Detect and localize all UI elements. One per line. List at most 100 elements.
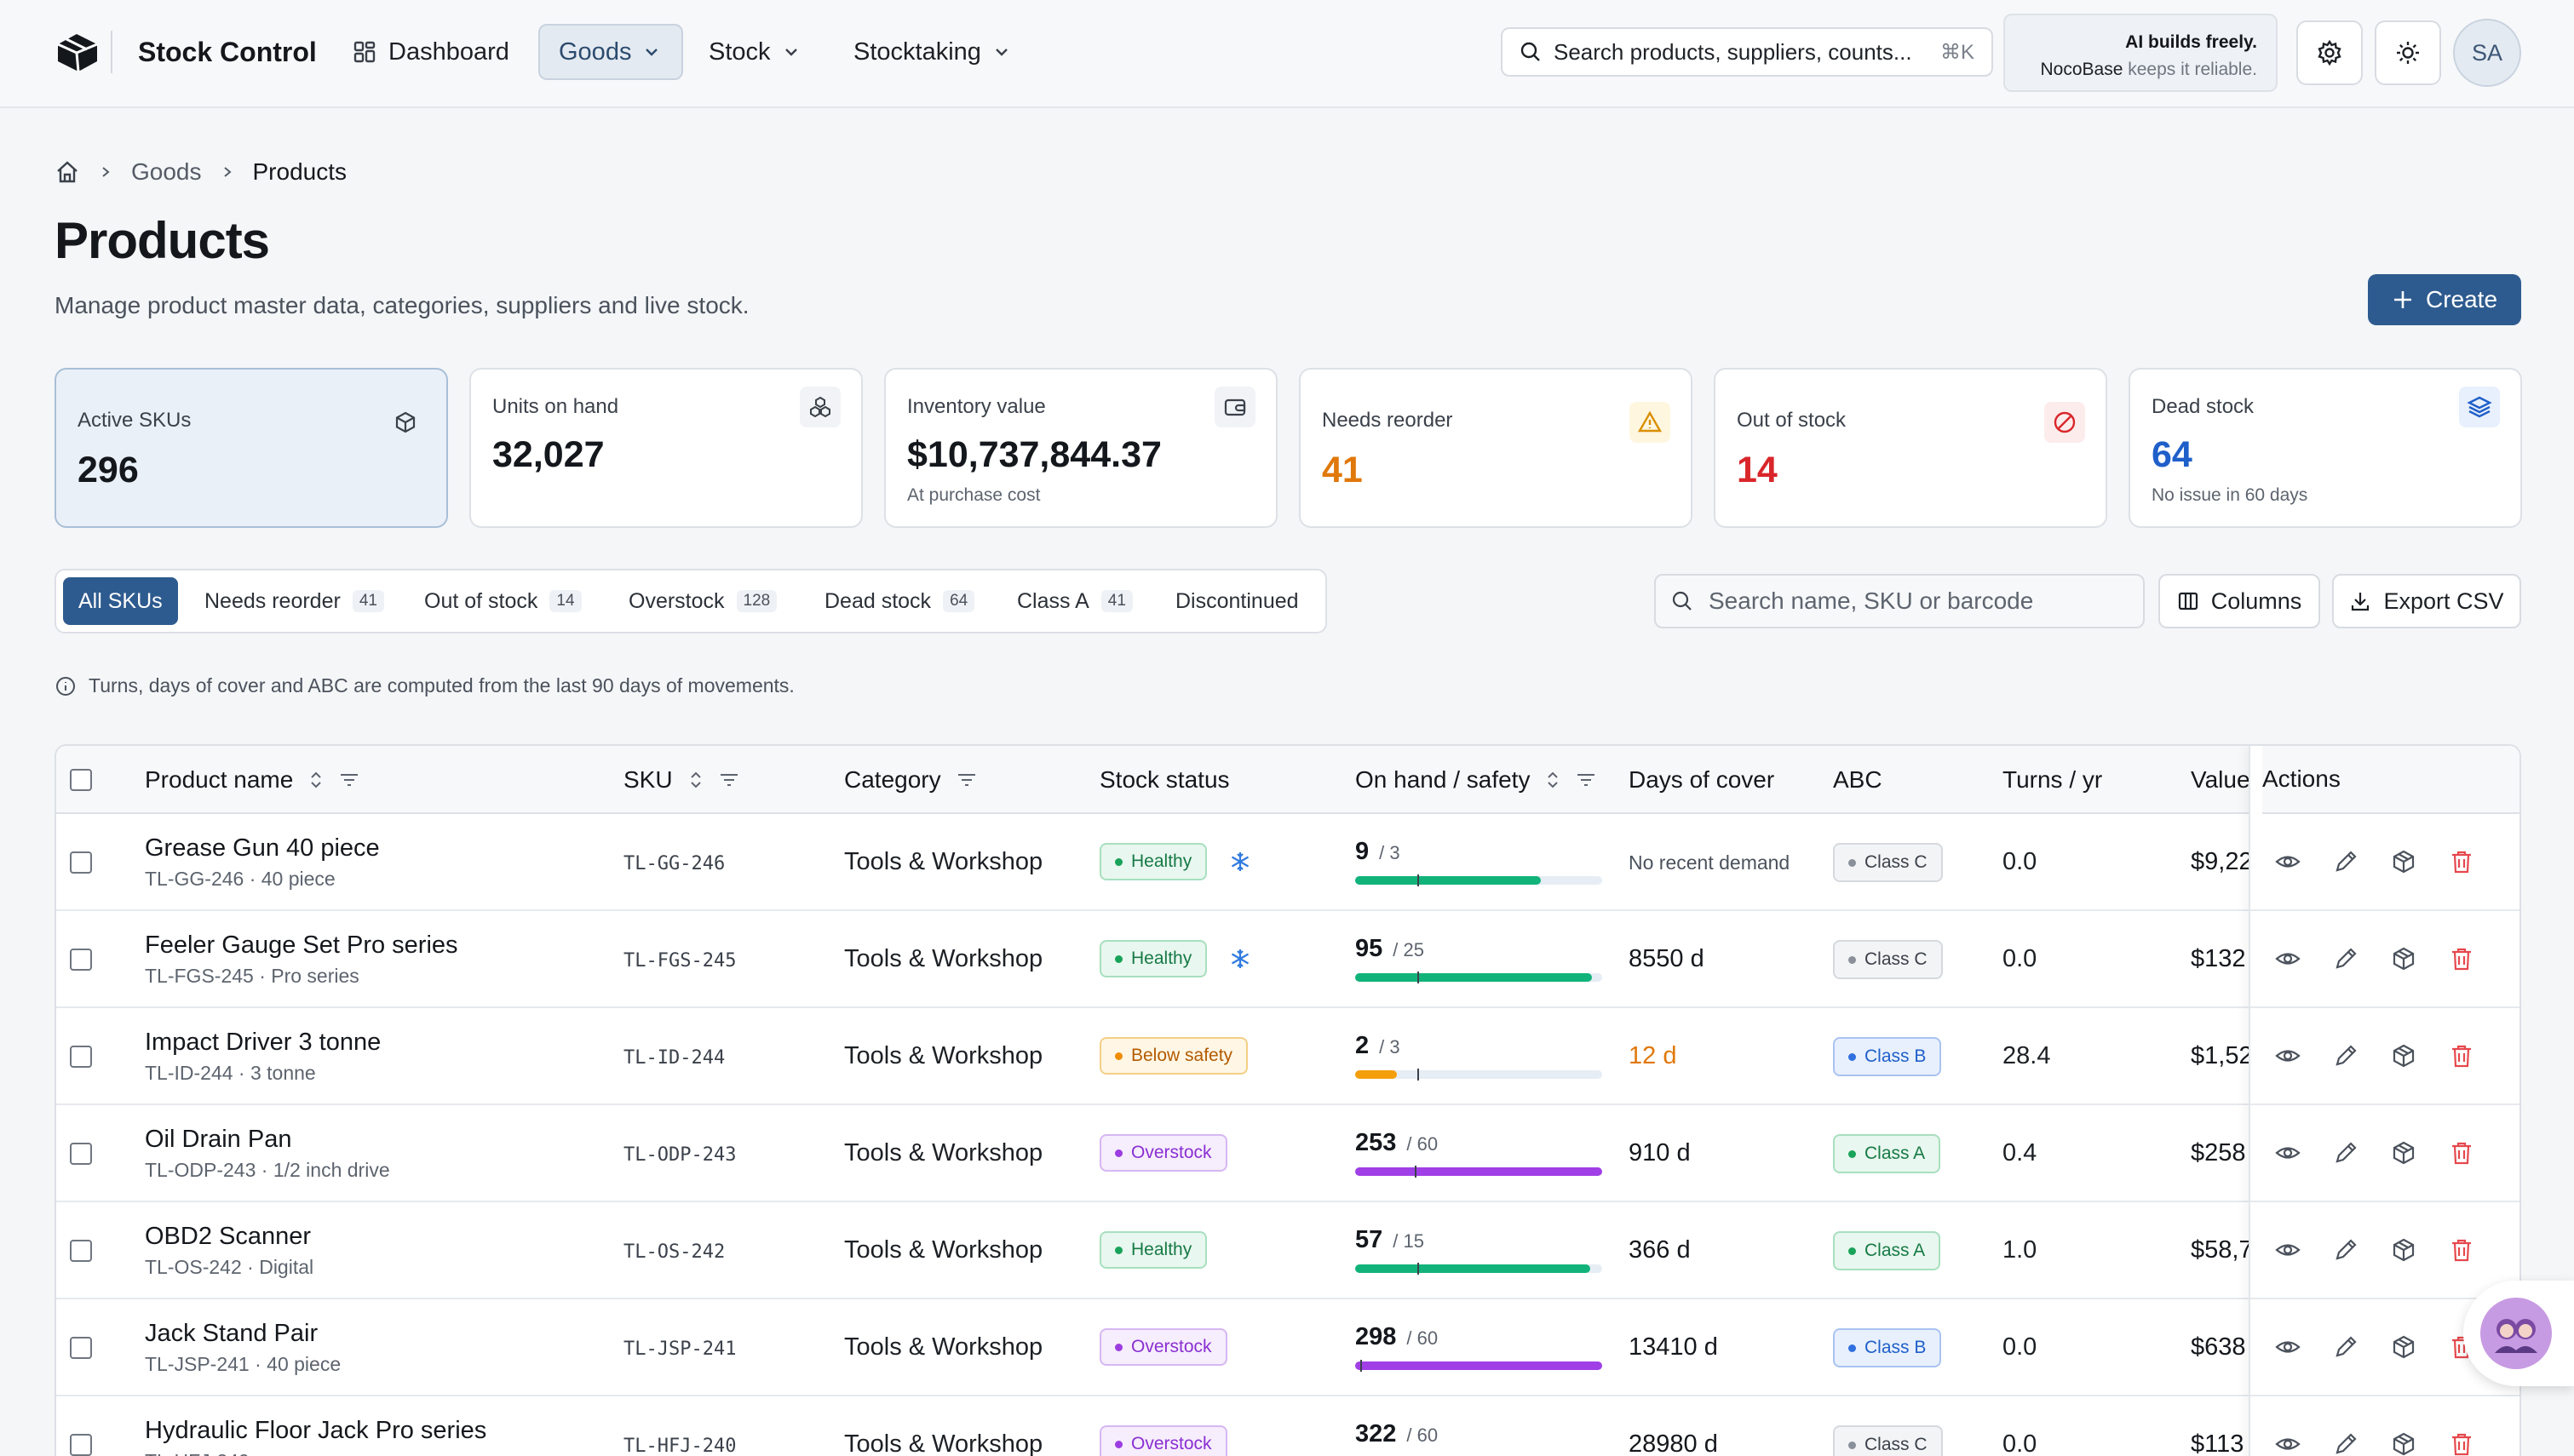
package-adjust-icon[interactable]	[2388, 846, 2419, 877]
delete-icon[interactable]	[2446, 1235, 2477, 1265]
theme-toggle-button[interactable]	[2375, 20, 2441, 85]
checkbox[interactable]	[70, 1143, 92, 1165]
product-name[interactable]: Grease Gun 40 piece	[145, 834, 380, 862]
filter-icon[interactable]	[1576, 771, 1596, 788]
delete-icon[interactable]	[2446, 943, 2477, 974]
view-icon[interactable]	[2272, 943, 2303, 974]
checkbox[interactable]	[70, 1240, 92, 1262]
checkbox[interactable]	[70, 1337, 92, 1359]
filter-needs-reorder[interactable]: Needs reorder 41	[189, 577, 399, 625]
stat-card-active-skus[interactable]: Active SKUs 296	[55, 368, 448, 528]
delete-icon[interactable]	[2446, 1332, 2477, 1362]
package-adjust-icon[interactable]	[2388, 1138, 2419, 1168]
columns-button[interactable]: Columns	[2158, 574, 2320, 628]
checkbox[interactable]	[70, 851, 92, 874]
product-name-cell[interactable]: Jack Stand Pair TL-JSP-241 · 40 piece	[145, 1320, 341, 1376]
export-csv-button[interactable]: Export CSV	[2332, 574, 2521, 628]
column-header-name[interactable]: Product name	[145, 746, 359, 814]
user-avatar[interactable]: SA	[2453, 19, 2521, 87]
column-header-on-hand[interactable]: On hand / safety	[1355, 746, 1596, 814]
column-header-category[interactable]: Category	[844, 746, 977, 814]
edit-icon[interactable]	[2330, 1040, 2361, 1071]
row-checkbox[interactable]	[70, 851, 92, 874]
filter-overstock[interactable]: Overstock 128	[613, 577, 792, 625]
nav-dashboard[interactable]: Dashboard	[334, 24, 528, 80]
table-row[interactable]: OBD2 Scanner TL-OS-242 · Digital TL-OS-2…	[56, 1202, 2519, 1299]
package-adjust-icon[interactable]	[2388, 1429, 2419, 1456]
view-icon[interactable]	[2272, 1040, 2303, 1071]
nav-goods[interactable]: Goods	[538, 24, 683, 80]
nav-stock[interactable]: Stock	[690, 24, 819, 80]
product-name[interactable]: Oil Drain Pan	[145, 1126, 292, 1153]
stat-card-out-of-stock[interactable]: Out of stock 14	[1714, 368, 2107, 528]
filter-icon[interactable]	[957, 771, 977, 788]
table-row[interactable]: Hydraulic Floor Jack Pro series TL-HFJ-2…	[56, 1396, 2519, 1456]
row-checkbox[interactable]	[70, 1240, 92, 1262]
delete-icon[interactable]	[2446, 1138, 2477, 1168]
filter-class-a[interactable]: Class A 41	[1002, 577, 1148, 625]
edit-icon[interactable]	[2330, 1138, 2361, 1168]
brand[interactable]: Stock Control	[53, 27, 317, 77]
stat-card-dead-stock[interactable]: Dead stock 64 No issue in 60 days	[2129, 368, 2522, 528]
product-name-cell[interactable]: OBD2 Scanner TL-OS-242 · Digital	[145, 1223, 313, 1279]
home-icon[interactable]	[55, 159, 80, 185]
edit-icon[interactable]	[2330, 846, 2361, 877]
view-icon[interactable]	[2272, 1332, 2303, 1362]
package-adjust-icon[interactable]	[2388, 1235, 2419, 1265]
delete-icon[interactable]	[2446, 846, 2477, 877]
column-header-days-of-cover[interactable]: Days of cover	[1629, 746, 1774, 814]
filter-all-skus[interactable]: All SKUs	[63, 577, 178, 625]
delete-icon[interactable]	[2446, 1040, 2477, 1071]
product-name-cell[interactable]: Hydraulic Floor Jack Pro series TL-HFJ-2…	[145, 1417, 486, 1456]
package-adjust-icon[interactable]	[2388, 1332, 2419, 1362]
nav-stocktaking[interactable]: Stocktaking	[835, 24, 1029, 80]
column-header-abc[interactable]: ABC	[1833, 746, 1882, 814]
row-checkbox[interactable]	[70, 1337, 92, 1359]
filter-out-of-stock[interactable]: Out of stock 14	[409, 577, 597, 625]
stat-card-units-on-hand[interactable]: Units on hand 32,027	[469, 368, 863, 528]
row-checkbox[interactable]	[70, 1143, 92, 1165]
product-name[interactable]: Jack Stand Pair	[145, 1320, 319, 1347]
checkbox[interactable]	[70, 949, 92, 971]
product-name[interactable]: Hydraulic Floor Jack Pro series	[145, 1417, 487, 1444]
edit-icon[interactable]	[2330, 1429, 2361, 1456]
checkbox[interactable]	[70, 769, 92, 791]
checkbox[interactable]	[70, 1046, 92, 1068]
global-search-input[interactable]: Search products, suppliers, counts... ⌘K	[1501, 27, 1993, 77]
sort-icon[interactable]	[1545, 770, 1560, 790]
row-checkbox[interactable]	[70, 1434, 92, 1456]
filter-icon[interactable]	[339, 771, 359, 788]
filter-discontinued[interactable]: Discontinued	[1160, 577, 1314, 625]
promo-banner[interactable]: AI builds freely. NocoBase keeps it reli…	[2003, 14, 2278, 92]
stat-card-needs-reorder[interactable]: Needs reorder 41	[1299, 368, 1692, 528]
product-name[interactable]: OBD2 Scanner	[145, 1223, 312, 1250]
table-row[interactable]: Feeler Gauge Set Pro series TL-FGS-245 ·…	[56, 911, 2519, 1008]
column-header-turns[interactable]: Turns / yr	[2002, 746, 2102, 814]
table-row[interactable]: Jack Stand Pair TL-JSP-241 · 40 piece TL…	[56, 1299, 2519, 1396]
sort-icon[interactable]	[688, 770, 704, 790]
stat-card-inventory-value[interactable]: Inventory value $10,737,844.37 At purcha…	[884, 368, 1278, 528]
assistant-launcher[interactable]	[2463, 1281, 2574, 1386]
sort-icon[interactable]	[308, 770, 324, 790]
table-row[interactable]: Grease Gun 40 piece TL-GG-246 · 40 piece…	[56, 814, 2519, 911]
product-name[interactable]: Feeler Gauge Set Pro series	[145, 931, 458, 959]
view-icon[interactable]	[2272, 846, 2303, 877]
column-header-sku[interactable]: SKU	[623, 746, 739, 814]
column-header-status[interactable]: Stock status	[1100, 746, 1230, 814]
settings-button[interactable]	[2296, 20, 2363, 85]
create-button[interactable]: Create	[2368, 274, 2521, 325]
table-row[interactable]: Oil Drain Pan TL-ODP-243 · 1/2 inch driv…	[56, 1105, 2519, 1202]
checkbox[interactable]	[70, 1434, 92, 1456]
product-name-cell[interactable]: Grease Gun 40 piece TL-GG-246 · 40 piece	[145, 834, 380, 891]
filter-icon[interactable]	[719, 771, 739, 788]
column-header-value[interactable]: Value	[2191, 746, 2250, 814]
breadcrumb-goods[interactable]: Goods	[131, 158, 202, 185]
view-icon[interactable]	[2272, 1429, 2303, 1456]
product-name-cell[interactable]: Impact Driver 3 tonne TL-ID-244 · 3 tonn…	[145, 1029, 381, 1085]
row-checkbox[interactable]	[70, 1046, 92, 1068]
delete-icon[interactable]	[2446, 1429, 2477, 1456]
view-icon[interactable]	[2272, 1138, 2303, 1168]
edit-icon[interactable]	[2330, 943, 2361, 974]
edit-icon[interactable]	[2330, 1235, 2361, 1265]
package-adjust-icon[interactable]	[2388, 1040, 2419, 1071]
